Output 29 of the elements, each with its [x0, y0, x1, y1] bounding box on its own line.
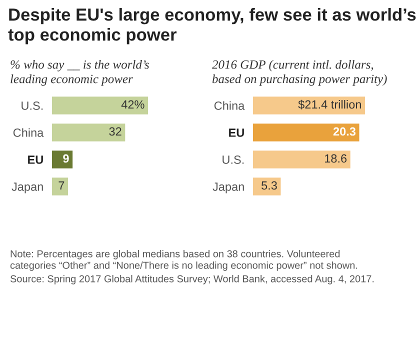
bar — [52, 96, 148, 114]
y-tick-label: U.S. — [222, 156, 244, 164]
data-label: 7 — [58, 181, 64, 190]
data-label: 20.3 — [333, 127, 356, 136]
y-tick-label: EU — [28, 156, 43, 164]
y-tick-label: Japan — [212, 182, 244, 194]
data-label: $21.4 trillion — [298, 100, 361, 110]
bar — [253, 96, 365, 114]
y-tick-label: EU — [229, 128, 244, 137]
data-label: 9 — [63, 154, 69, 163]
bar — [52, 150, 73, 168]
text: Note: Percentages are global medians based on 38 countries. Volunteered categories “Other” and “None/There is no leading economic power” not shown. — [10, 250, 358, 271]
bar — [253, 150, 350, 168]
bar — [253, 178, 281, 196]
chart-subtitle: 2016 GDP (current intl. dollars, based on purchasing power parity) — [212, 60, 387, 86]
text: Despite EU's large economy, few see it as world’s top economic power — [8, 8, 416, 44]
y-tick-label: China — [214, 101, 245, 110]
bar — [52, 178, 68, 196]
y-tick-label: U.S. — [22, 102, 43, 110]
data-label: 18.6 — [324, 154, 347, 163]
data-label: 42% — [121, 100, 144, 109]
data-label: 5.3 — [262, 181, 277, 190]
source-note: Source: Spring 2017 Global Attitudes Survey; World Bank, accessed Aug. 4, 2017. — [10, 275, 374, 284]
bar — [52, 124, 126, 142]
y-tick-label: Japan — [12, 182, 43, 194]
y-tick-label: China — [13, 128, 44, 137]
bar — [253, 124, 360, 142]
data-label: 32 — [109, 127, 122, 136]
chart-subtitle: % who say __ is the world’s leading economic power — [10, 60, 149, 86]
